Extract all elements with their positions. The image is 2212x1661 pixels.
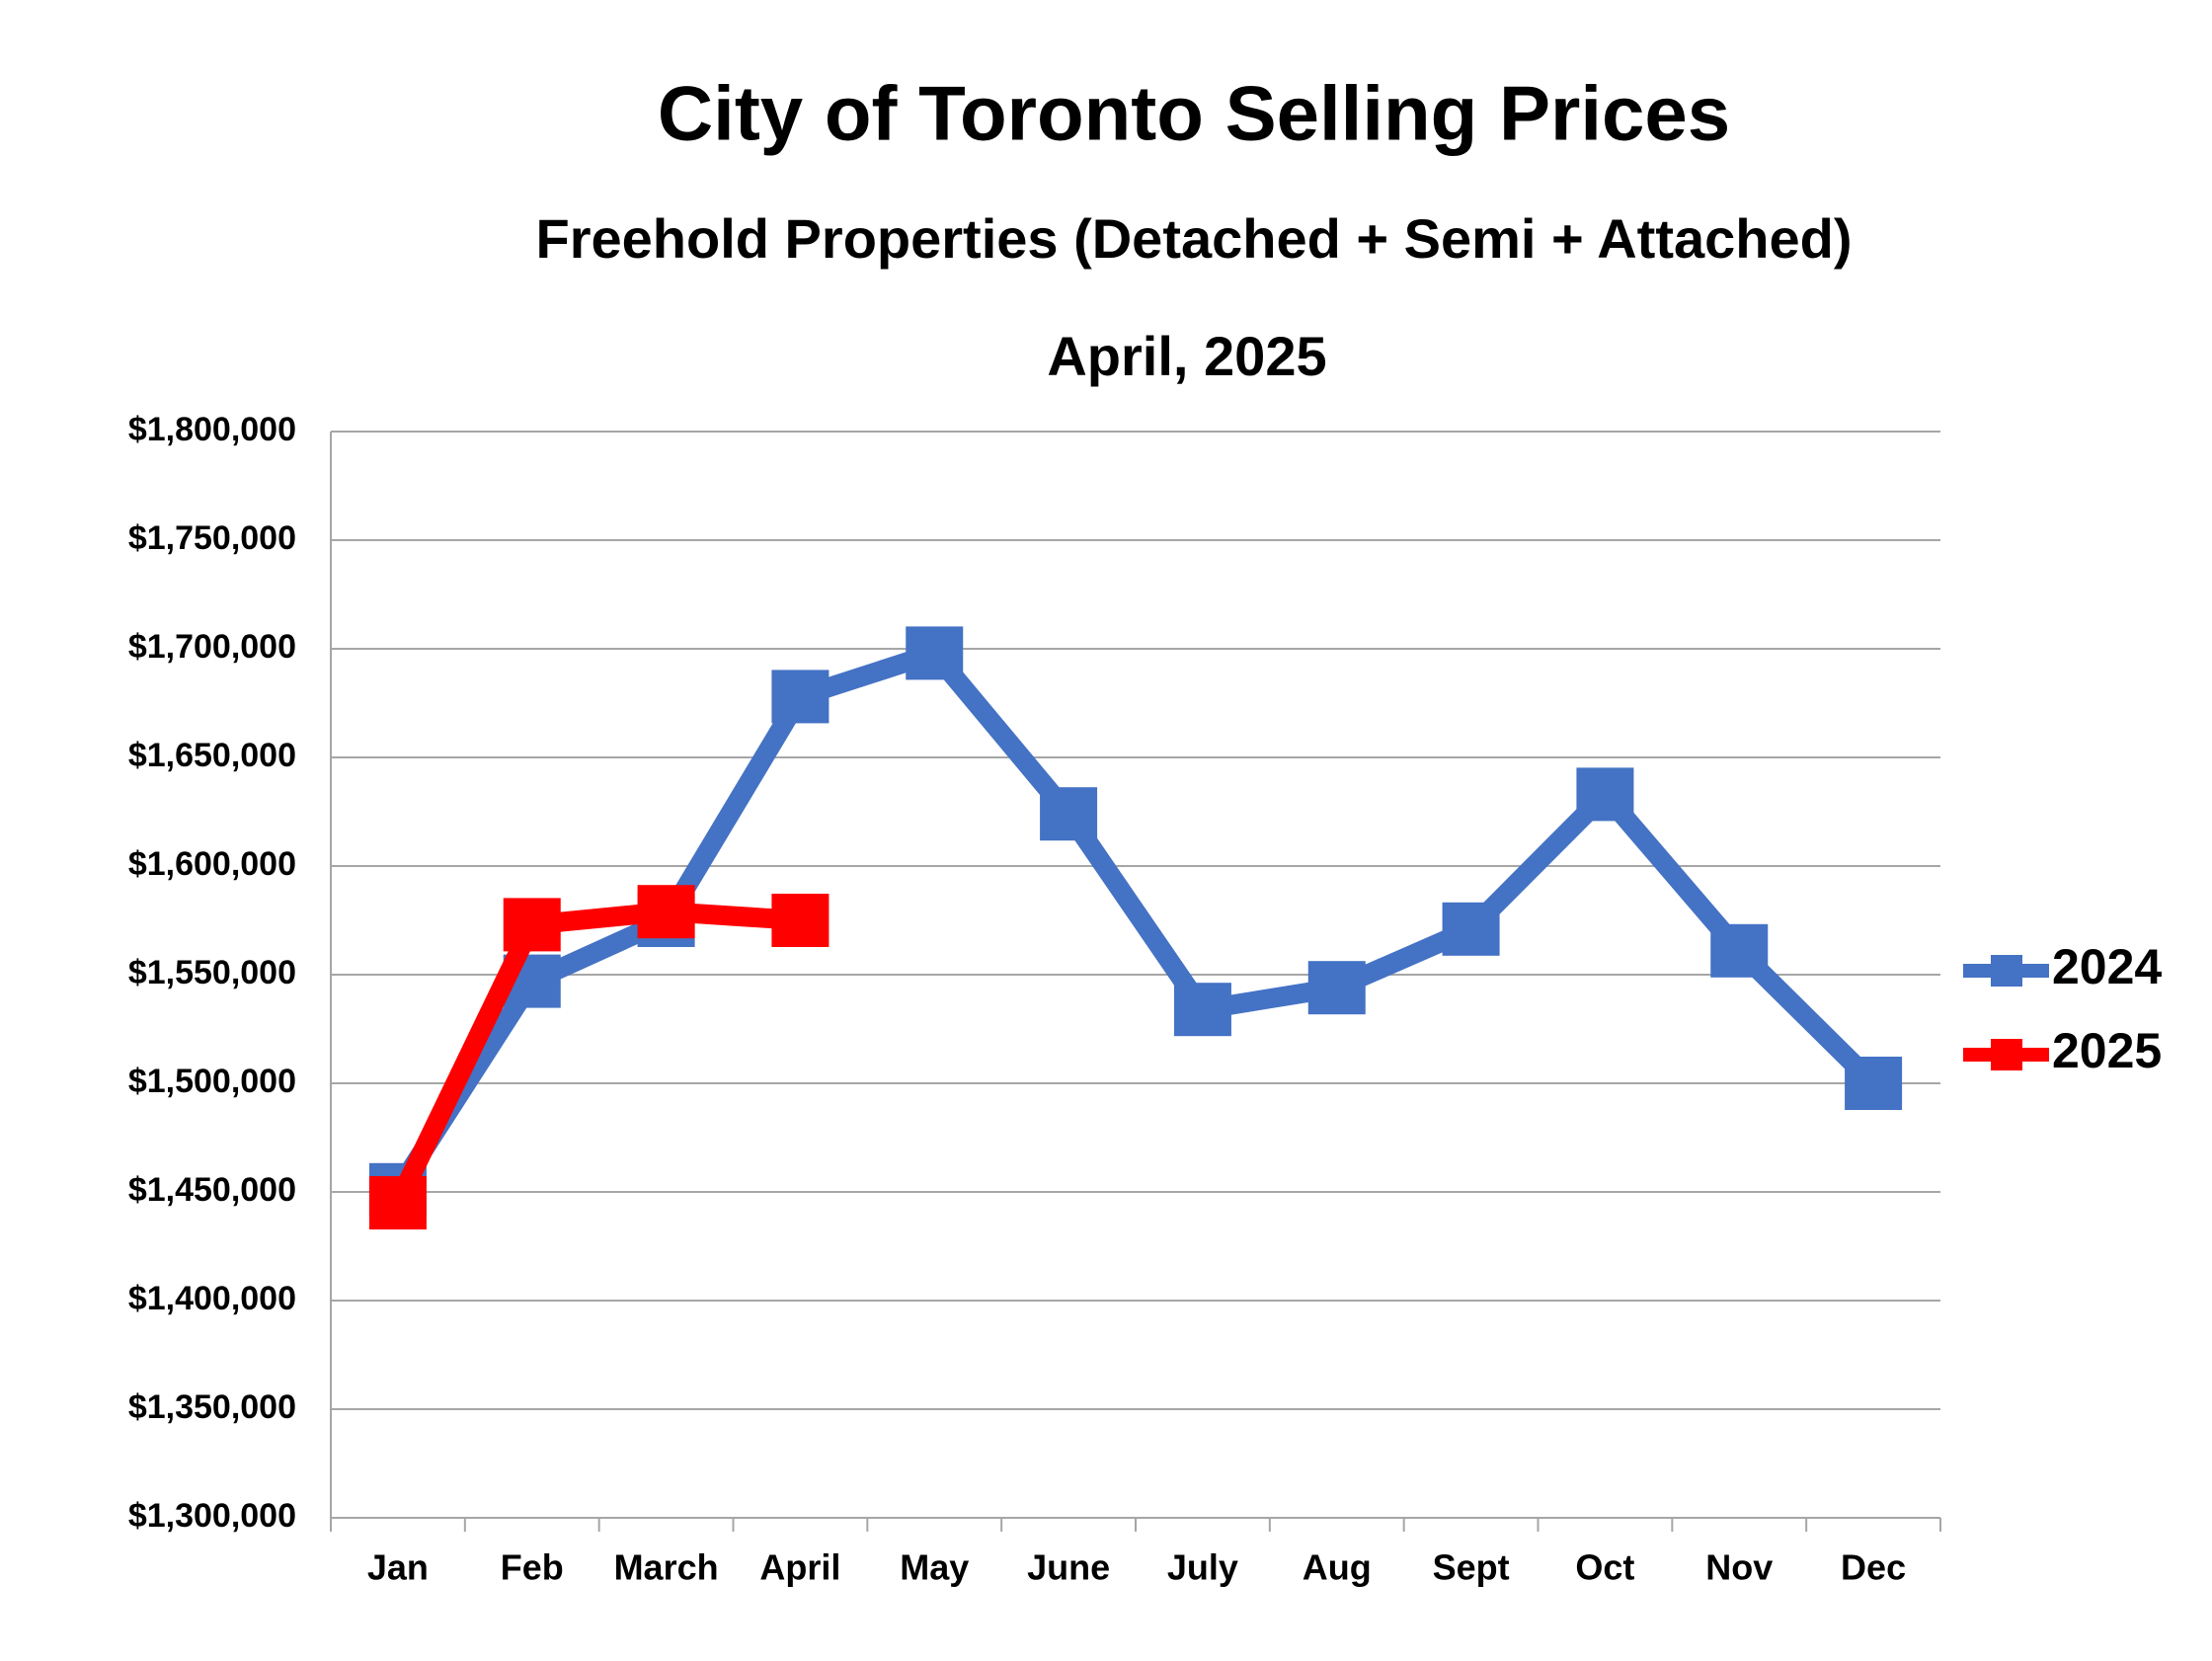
marker — [503, 898, 561, 952]
marker — [906, 626, 964, 680]
marker — [1442, 902, 1500, 956]
x-tick-label: Jan — [367, 1547, 429, 1588]
x-tick-label: June — [1027, 1547, 1110, 1588]
marker — [771, 894, 830, 947]
y-tick-label: $1,500,000 — [128, 1063, 296, 1100]
marker — [637, 885, 695, 939]
marker — [1710, 923, 1769, 978]
x-tick-label: Dec — [1841, 1547, 1906, 1588]
y-tick-label: $1,450,000 — [128, 1171, 296, 1209]
x-tick-label: March — [614, 1547, 719, 1588]
marker — [1576, 767, 1634, 822]
y-tick-label: $1,650,000 — [128, 737, 296, 774]
marker — [771, 670, 830, 724]
y-tick-label: $1,600,000 — [128, 845, 296, 883]
y-tick-label: $1,750,000 — [128, 519, 296, 557]
marker — [1307, 961, 1366, 1015]
x-tick-label: May — [900, 1547, 969, 1588]
marker — [1173, 983, 1231, 1037]
x-tick-label: April — [759, 1547, 840, 1588]
legend-marker — [1991, 955, 2022, 987]
marker — [1040, 787, 1098, 841]
legend-marker — [1991, 1039, 2022, 1070]
series-line — [388, 902, 802, 1208]
x-tick-label: Sept — [1433, 1547, 1510, 1588]
y-tick-label: $1,350,000 — [128, 1388, 296, 1426]
marker — [368, 1176, 427, 1229]
date-label: April, 2025 — [1047, 325, 1326, 387]
x-tick-label: July — [1167, 1547, 1238, 1588]
y-tick-label: $1,300,000 — [128, 1497, 296, 1535]
marker — [1845, 1057, 1903, 1110]
y-tick-label: $1,800,000 — [128, 411, 296, 448]
legend-label: 2025 — [2052, 1023, 2162, 1078]
y-tick-label: $1,400,000 — [128, 1280, 296, 1317]
x-tick-label: Aug — [1303, 1547, 1372, 1588]
chart-subtitle: Freehold Properties (Detached + Semi + A… — [536, 207, 1853, 270]
chart-title: City of Toronto Selling Prices — [658, 70, 1730, 157]
y-tick-label: $1,550,000 — [128, 954, 296, 991]
x-tick-label: Feb — [501, 1547, 564, 1588]
legend-label: 2024 — [2052, 939, 2162, 994]
y-tick-label: $1,700,000 — [128, 628, 296, 666]
x-tick-label: Nov — [1705, 1547, 1773, 1588]
x-tick-label: Oct — [1575, 1547, 1634, 1588]
